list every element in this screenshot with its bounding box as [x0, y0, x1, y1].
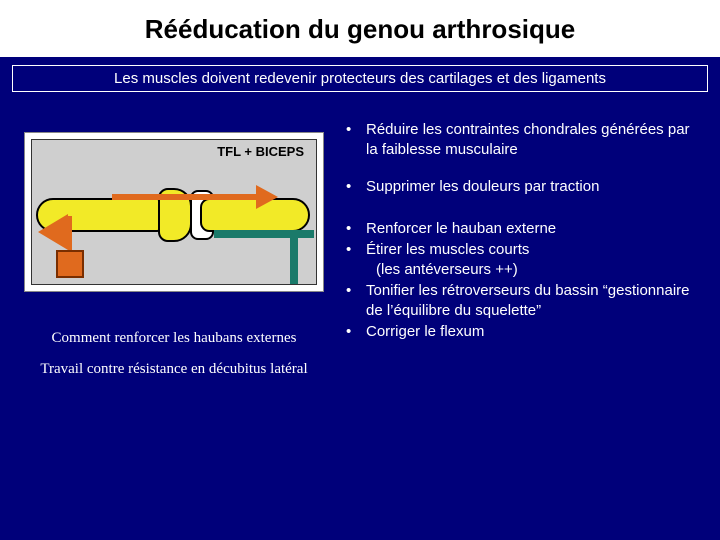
bullet-item: Supprimer les douleurs par traction	[342, 177, 694, 197]
resistance-strap	[68, 216, 72, 252]
bullet-text: Étirer les muscles courts	[366, 241, 529, 258]
bullet-subtext: (les antéverseurs ++)	[366, 260, 694, 280]
figure-caption-2: Travail contre résistance en décubitus l…	[40, 361, 307, 378]
foot-triangle-icon	[38, 214, 68, 250]
right-column: Réduire les contraintes chondrales génér…	[334, 120, 694, 378]
slide: Rééducation du genou arthrosique Les mus…	[0, 0, 720, 540]
bullet-text: Renforcer le hauban externe	[366, 220, 556, 237]
figure-canvas: TFL + BICEPS	[31, 139, 317, 285]
figure-label: TFL + BICEPS	[215, 144, 306, 159]
subtitle-text: Les muscles doivent redevenir protecteur…	[114, 70, 606, 87]
bullet-item: Renforcer le hauban externe	[342, 219, 694, 239]
left-column: TFL + BICEPS Comment renforcer les hauba…	[14, 120, 334, 378]
resistance-block	[56, 250, 84, 278]
tibia-shape	[200, 198, 310, 232]
bullet-item: Corriger le flexum	[342, 322, 694, 342]
table-top	[214, 230, 314, 238]
bullet-group-1: Réduire les contraintes chondrales génér…	[342, 120, 694, 197]
content-area: TFL + BICEPS Comment renforcer les hauba…	[0, 92, 720, 378]
traction-arrow-head-icon	[256, 185, 278, 209]
slide-title: Rééducation du genou arthrosique	[0, 0, 720, 57]
figure-caption-1: Comment renforcer les haubans externes	[52, 330, 297, 347]
anatomy-figure: TFL + BICEPS	[24, 132, 324, 292]
bullet-text: Corriger le flexum	[366, 323, 484, 340]
traction-arrow-shaft	[112, 194, 262, 200]
table-leg	[290, 236, 298, 284]
bullet-item: Réduire les contraintes chondrales génér…	[342, 120, 694, 159]
bullet-group-2: Renforcer le hauban externe Étirer les m…	[342, 219, 694, 342]
bullet-item: Tonifier les rétroverseurs du bassin “ge…	[342, 281, 694, 320]
subtitle-box: Les muscles doivent redevenir protecteur…	[12, 65, 708, 92]
bullet-text: Tonifier les rétroverseurs du bassin “ge…	[366, 282, 690, 319]
bullet-item: Étirer les muscles courts (les antéverse…	[342, 240, 694, 279]
